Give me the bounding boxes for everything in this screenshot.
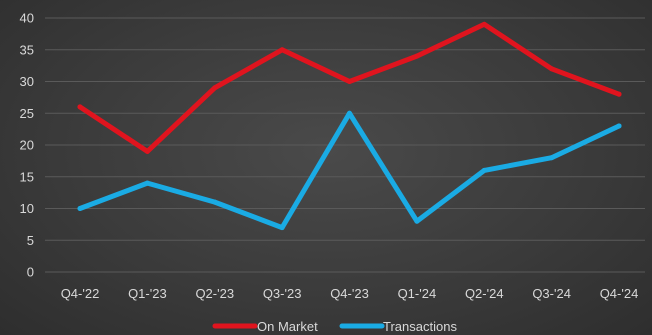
x-tick-label: Q4-'24 <box>600 286 639 301</box>
data-point-on-market <box>212 85 218 91</box>
x-tick-label: Q4-'22 <box>61 286 100 301</box>
x-tick-label: Q4-'23 <box>330 286 369 301</box>
data-point-transactions <box>144 180 150 186</box>
legend-label-transactions: Transactions <box>383 319 457 334</box>
y-tick-label: 40 <box>20 11 34 26</box>
y-tick-label: 10 <box>20 201 34 216</box>
data-point-transactions <box>347 110 352 116</box>
data-point-transactions <box>212 199 218 205</box>
x-tick-label: Q3-'24 <box>532 286 571 301</box>
data-point-on-market <box>279 47 285 53</box>
series-line-transactions <box>77 110 622 231</box>
data-point-on-market <box>549 66 555 72</box>
data-point-transactions <box>549 155 555 161</box>
x-axis-ticks: Q4-'22 Q1-'23 Q2-'23 Q3-'23 Q4-'23 Q1-'24 Q2-'… <box>61 286 639 301</box>
data-point-transactions <box>279 225 285 231</box>
y-tick-label: 0 <box>27 265 34 280</box>
x-tick-label: Q1-'23 <box>128 286 167 301</box>
legend-label-on-market: On Market <box>257 319 318 334</box>
x-tick-label: Q2-'24 <box>465 286 504 301</box>
data-point-on-market <box>144 148 150 154</box>
y-tick-label: 30 <box>20 74 34 89</box>
data-point-transactions <box>77 206 83 211</box>
data-point-on-market <box>414 53 420 59</box>
y-axis-ticks: 0 5 10 15 20 25 30 35 40 <box>20 11 34 280</box>
data-point-on-market <box>77 104 83 110</box>
gridlines <box>45 17 645 273</box>
data-point-on-market <box>481 21 487 27</box>
data-point-transactions <box>616 123 622 129</box>
x-tick-label: Q3-'23 <box>263 286 302 301</box>
y-tick-label: 20 <box>20 138 34 153</box>
data-point-transactions <box>414 218 420 224</box>
legend: On Market Transactions <box>212 319 457 334</box>
x-tick-label: Q1-'24 <box>398 286 437 301</box>
y-tick-label: 35 <box>20 42 34 57</box>
x-tick-label: Q2-'23 <box>195 286 234 301</box>
y-tick-label: 15 <box>20 169 34 184</box>
data-point-on-market <box>347 79 352 84</box>
series-lines <box>77 21 622 231</box>
y-tick-label: 25 <box>20 106 34 121</box>
data-point-transactions <box>481 167 487 173</box>
y-tick-label: 5 <box>27 233 34 248</box>
series-line-on-market <box>77 21 622 154</box>
data-point-on-market <box>616 91 622 97</box>
